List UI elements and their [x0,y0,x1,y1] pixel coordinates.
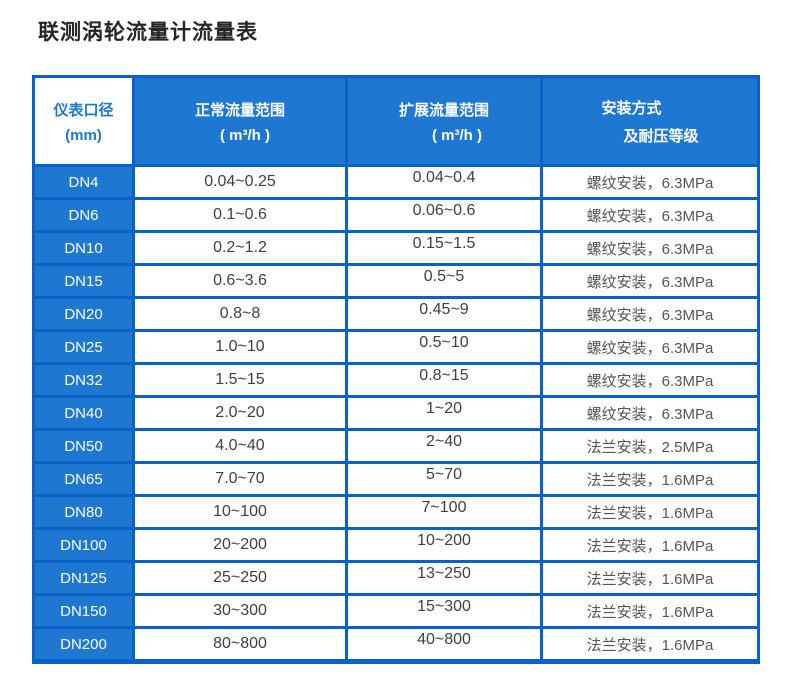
table-row: DN4 0.04~0.25 0.04~0.4 螺纹安装，6.3MPa [35,167,757,197]
cell-extended-range: 1~20 [348,398,540,428]
cell-extended-range: 5~70 [348,464,540,494]
table-row: DN50 4.0~40 2~40 法兰安装，2.5MPa [35,431,757,461]
cell-install: 螺纹安装，6.3MPa [543,299,757,329]
header-install-line2: 及耐压等级 [623,127,699,145]
header-extended-range: 扩展流量范围 ( m³/h ) [348,78,540,164]
table-row: DN200 80~800 40~800 法兰安装，1.6MPa [35,629,757,659]
cell-normal-range: 25~250 [135,563,345,593]
header-normal-line1: 正常流量范围 [194,101,285,119]
table-row: DN32 1.5~15 0.8~15 螺纹安装，6.3MPa [35,365,757,395]
cell-diameter: DN100 [35,530,132,560]
cell-extended-range: 0.45~9 [348,299,540,329]
header-install-block: 安装方式 及耐压等级 [601,97,698,146]
table-row: DN150 30~300 15~300 法兰安装，1.6MPa [35,596,757,626]
cell-diameter: DN200 [35,629,132,659]
cell-normal-range: 0.8~8 [135,299,345,329]
cell-extended-range: 0.8~15 [348,365,540,395]
header-install-line1: 安装方式 [601,99,662,117]
cell-normal-range: 0.6~3.6 [135,266,345,296]
table-row: DN40 2.0~20 1~20 螺纹安装，6.3MPa [35,398,757,428]
cell-extended-range: 0.5~10 [348,332,540,362]
cell-install: 螺纹安装，6.3MPa [543,167,757,197]
cell-normal-range: 0.2~1.2 [135,233,345,263]
table-row: DN20 0.8~8 0.45~9 螺纹安装，6.3MPa [35,299,757,329]
flow-table-container: 仪表口径 (mm) 正常流量范围 ( m³/h ) 扩展流量范围 ( m³/h … [32,75,760,664]
cell-install: 螺纹安装，6.3MPa [543,233,757,263]
table-row: DN65 7.0~70 5~70 法兰安装，1.6MPa [35,464,757,494]
cell-diameter: DN6 [35,200,132,230]
cell-install: 螺纹安装，6.3MPa [543,398,757,428]
cell-normal-range: 20~200 [135,530,345,560]
cell-normal-range: 4.0~40 [135,431,345,461]
cell-install: 螺纹安装，6.3MPa [543,266,757,296]
cell-normal-range: 1.0~10 [135,332,345,362]
cell-diameter: DN32 [35,365,132,395]
cell-normal-range: 80~800 [135,629,345,659]
cell-diameter: DN65 [35,464,132,494]
cell-install: 法兰安装，1.6MPa [543,629,757,659]
cell-extended-range: 15~300 [348,596,540,626]
header-diameter-line1: 仪表口径 [53,101,114,119]
page-title: 联测涡轮流量计流量表 [38,21,258,44]
cell-install: 法兰安装，1.6MPa [543,497,757,527]
table-row: DN80 10~100 7~100 法兰安装，1.6MPa [35,497,757,527]
cell-extended-range: 0.5~5 [348,266,540,296]
cell-extended-range: 0.15~1.5 [348,233,540,263]
cell-diameter: DN40 [35,398,132,428]
header-diameter-line2: (mm) [65,126,102,144]
cell-diameter: DN125 [35,563,132,593]
header-row: 仪表口径 (mm) 正常流量范围 ( m³/h ) 扩展流量范围 ( m³/h … [35,78,757,164]
flow-table: 仪表口径 (mm) 正常流量范围 ( m³/h ) 扩展流量范围 ( m³/h … [32,75,760,662]
table-row: DN6 0.1~0.6 0.06~0.6 螺纹安装，6.3MPa [35,200,757,230]
cell-normal-range: 0.1~0.6 [135,200,345,230]
cell-normal-range: 0.04~0.25 [135,167,345,197]
cell-install: 螺纹安装，6.3MPa [543,365,757,395]
cell-diameter: DN15 [35,266,132,296]
header-normal-line2: ( m³/h ) [220,126,270,144]
cell-normal-range: 30~300 [135,596,345,626]
cell-diameter: DN10 [35,233,132,263]
cell-diameter: DN80 [35,497,132,527]
cell-install: 法兰安装，2.5MPa [543,431,757,461]
cell-install: 法兰安装，1.6MPa [543,464,757,494]
cell-install: 螺纹安装，6.3MPa [543,200,757,230]
cell-extended-range: 13~250 [348,563,540,593]
cell-extended-range: 10~200 [348,530,540,560]
table-row: DN125 25~250 13~250 法兰安装，1.6MPa [35,563,757,593]
header-extended-line2: ( m³/h ) [432,126,482,144]
cell-extended-range: 40~800 [348,629,540,659]
cell-extended-range: 2~40 [348,431,540,461]
table-row: DN100 20~200 10~200 法兰安装，1.6MPa [35,530,757,560]
cell-diameter: DN4 [35,167,132,197]
cell-diameter: DN25 [35,332,132,362]
cell-normal-range: 10~100 [135,497,345,527]
cell-normal-range: 7.0~70 [135,464,345,494]
cell-install: 螺纹安装，6.3MPa [543,332,757,362]
cell-install: 法兰安装，1.6MPa [543,563,757,593]
header-install: 安装方式 及耐压等级 [543,78,757,164]
cell-install: 法兰安装，1.6MPa [543,530,757,560]
cell-normal-range: 1.5~15 [135,365,345,395]
table-row: DN10 0.2~1.2 0.15~1.5 螺纹安装，6.3MPa [35,233,757,263]
header-extended-line1: 扩展流量范围 [398,101,489,119]
header-normal-range: 正常流量范围 ( m³/h ) [135,78,345,164]
table-header: 仪表口径 (mm) 正常流量范围 ( m³/h ) 扩展流量范围 ( m³/h … [35,78,757,164]
cell-extended-range: 0.04~0.4 [348,167,540,197]
header-diameter: 仪表口径 (mm) [35,78,132,164]
table-body: DN4 0.04~0.25 0.04~0.4 螺纹安装，6.3MPa DN6 0… [35,167,757,659]
cell-install: 法兰安装，1.6MPa [543,596,757,626]
cell-normal-range: 2.0~20 [135,398,345,428]
cell-diameter: DN20 [35,299,132,329]
table-row: DN25 1.0~10 0.5~10 螺纹安装，6.3MPa [35,332,757,362]
cell-diameter: DN50 [35,431,132,461]
cell-diameter: DN150 [35,596,132,626]
cell-extended-range: 0.06~0.6 [348,200,540,230]
cell-extended-range: 7~100 [348,497,540,527]
table-row: DN15 0.6~3.6 0.5~5 螺纹安装，6.3MPa [35,266,757,296]
